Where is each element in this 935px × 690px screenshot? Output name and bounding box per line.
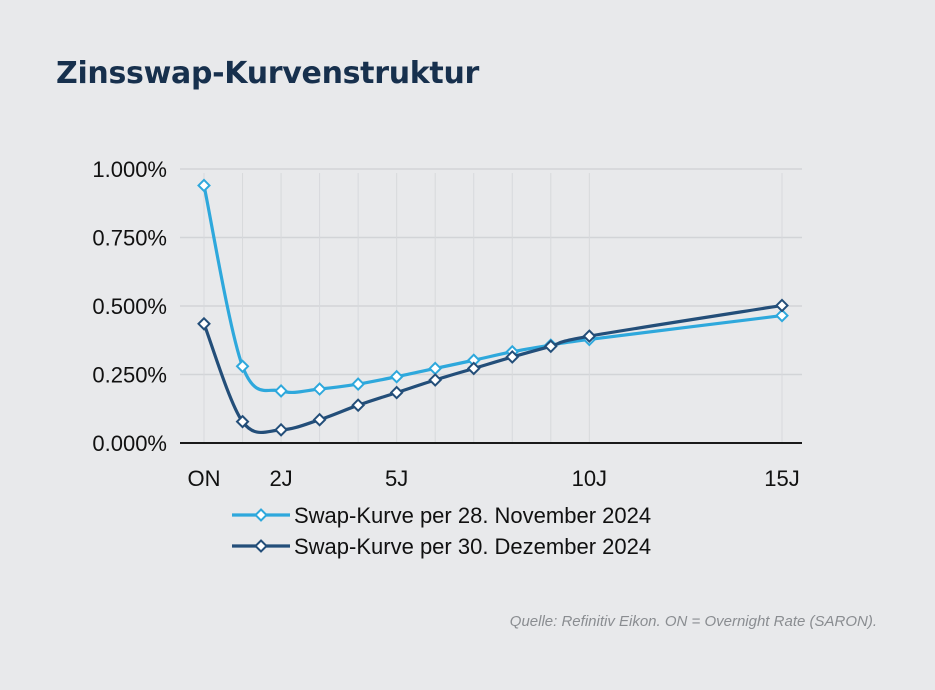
y-axis-ticks: 0.000% 0.250% 0.500% 0.750% 1.000% bbox=[92, 157, 167, 456]
x-tick-label: 5J bbox=[385, 466, 408, 491]
legend-label: Swap-Kurve per 28. November 2024 bbox=[294, 503, 651, 528]
x-axis-ticks: ON 2J 5J 10J 15J bbox=[188, 466, 800, 491]
x-tick-label: 15J bbox=[764, 466, 799, 491]
y-tick-label: 1.000% bbox=[92, 157, 167, 182]
x-tick-label: ON bbox=[188, 466, 221, 491]
data-point-marker bbox=[775, 298, 789, 313]
data-point-marker bbox=[197, 178, 211, 193]
data-point-marker bbox=[235, 414, 250, 429]
data-point-marker bbox=[274, 384, 288, 398]
data-point-marker bbox=[274, 422, 288, 437]
data-point-marker bbox=[235, 359, 250, 374]
y-tick-label: 0.250% bbox=[92, 363, 167, 388]
legend-item-2: Swap-Kurve per 30. Dezember 2024 bbox=[232, 534, 651, 559]
data-point-marker bbox=[775, 308, 789, 323]
data-point-marker bbox=[312, 382, 327, 396]
data-point-marker bbox=[543, 339, 558, 354]
series-lines bbox=[197, 178, 789, 437]
data-point-marker bbox=[312, 412, 327, 427]
data-point-marker bbox=[389, 385, 404, 400]
y-tick-label: 0.500% bbox=[92, 294, 167, 319]
x-tick-label: 10J bbox=[572, 466, 607, 491]
data-point-marker bbox=[428, 361, 443, 376]
data-point-marker bbox=[197, 316, 211, 331]
legend-label: Swap-Kurve per 30. Dezember 2024 bbox=[294, 534, 651, 559]
y-tick-label: 0.000% bbox=[92, 431, 167, 456]
data-point-marker bbox=[505, 350, 520, 364]
data-point-marker bbox=[389, 369, 404, 384]
y-tick-label: 0.750% bbox=[92, 226, 167, 251]
series-2 bbox=[197, 298, 789, 437]
data-point-marker bbox=[582, 329, 597, 344]
data-point-marker bbox=[351, 398, 366, 413]
legend-item-1: Swap-Kurve per 28. November 2024 bbox=[232, 503, 651, 528]
vertical-guides bbox=[203, 173, 783, 443]
series-line bbox=[202, 303, 784, 435]
legend-marker bbox=[254, 539, 268, 553]
chart-title: Zinsswap-Kurvenstruktur bbox=[56, 56, 480, 91]
source-note: Quelle: Refinitiv Eikon. ON = Overnight … bbox=[509, 613, 877, 630]
grid bbox=[180, 168, 802, 376]
x-tick-label: 2J bbox=[269, 466, 292, 491]
legend: Swap-Kurve per 28. November 2024 Swap-Kur… bbox=[232, 503, 651, 559]
legend-marker bbox=[254, 508, 268, 522]
data-point-marker bbox=[351, 377, 366, 392]
data-point-marker bbox=[466, 361, 481, 376]
data-point-marker bbox=[428, 373, 443, 387]
